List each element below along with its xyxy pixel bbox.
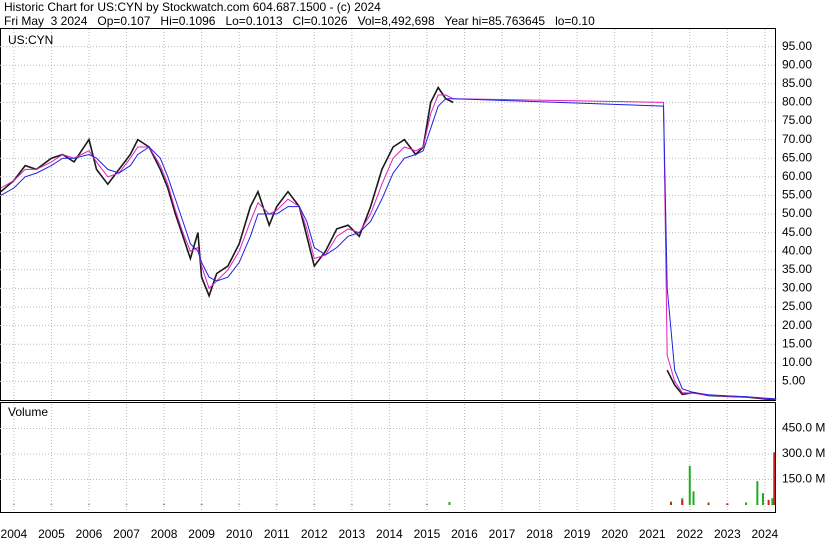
y-tick-label: 75.00 [782, 113, 812, 127]
x-tick-label: 2013 [338, 527, 365, 541]
price-line [0, 98, 777, 400]
volume-bar [745, 502, 748, 505]
y-tick-label: 45.00 [782, 225, 812, 239]
volume-bar [692, 491, 695, 505]
volume-bar [761, 493, 764, 505]
x-tick-label: 2016 [451, 527, 478, 541]
y-tick-label: 55.00 [782, 188, 812, 202]
x-tick-label: 2014 [376, 527, 403, 541]
y-tick-label: 5.00 [782, 374, 806, 388]
x-tick-label: 2023 [714, 527, 741, 541]
volume-bar [448, 501, 451, 505]
x-tick-label: 2017 [489, 527, 516, 541]
volume-bar [767, 499, 770, 505]
x-tick-label: 2015 [414, 527, 441, 541]
y-tick-label: 30.00 [782, 281, 812, 295]
x-tick-label: 2012 [301, 527, 328, 541]
volume-bar [688, 465, 691, 505]
price-panel-title: US:CYN [8, 33, 53, 47]
header-title: Historic Chart for US:CYN by Stockwatch.… [4, 0, 381, 14]
x-tick-label: 2011 [264, 527, 290, 541]
y-tick-label: 450.0 M [782, 421, 825, 435]
volume-bar [200, 504, 203, 505]
x-tick-label: 2024 [752, 527, 779, 541]
y-tick-label: 60.00 [782, 169, 812, 183]
volume-bar [425, 504, 428, 505]
y-tick-label: 300.0 M [782, 446, 825, 460]
header-quote: Fri May 3 2024 Op=0.107 Hi=0.1096 Lo=0.1… [4, 14, 595, 28]
x-tick-label: 2007 [113, 527, 140, 541]
y-tick-label: 80.00 [782, 95, 812, 109]
price-line [0, 94, 777, 400]
x-tick-label: 2022 [676, 527, 703, 541]
x-tick-label: 2008 [151, 527, 178, 541]
y-tick-label: 20.00 [782, 318, 812, 332]
x-tick-label: 2019 [564, 527, 591, 541]
volume-panel-title: Volume [8, 405, 48, 419]
y-tick-label: 85.00 [782, 76, 812, 90]
y-tick-label: 90.00 [782, 57, 812, 71]
x-tick-label: 2021 [639, 527, 666, 541]
volume-bar [681, 499, 684, 505]
x-tick-label: 2010 [226, 527, 253, 541]
x-tick-label: 2020 [601, 527, 628, 541]
y-tick-label: 150.0 M [782, 472, 825, 486]
y-tick-label: 35.00 [782, 262, 812, 276]
y-tick-label: 65.00 [782, 150, 812, 164]
volume-bar [726, 503, 729, 505]
volume-bar [771, 498, 774, 505]
x-tick-label: 2006 [76, 527, 103, 541]
y-tick-label: 25.00 [782, 299, 812, 313]
x-tick-label: 2004 [1, 527, 28, 541]
x-tick-label: 2009 [188, 527, 215, 541]
y-tick-label: 40.00 [782, 243, 812, 257]
y-tick-label: 95.00 [782, 39, 812, 53]
volume-panel [0, 402, 776, 513]
y-tick-label: 50.00 [782, 206, 812, 220]
y-tick-label: 15.00 [782, 336, 812, 350]
volume-bar [707, 503, 710, 505]
x-tick-label: 2018 [526, 527, 553, 541]
y-tick-label: 70.00 [782, 132, 812, 146]
volume-bar [773, 452, 776, 505]
volume-bar [669, 502, 672, 505]
x-tick-label: 2005 [38, 527, 65, 541]
volume-bar [756, 481, 759, 505]
y-tick-label: 10.00 [782, 355, 812, 369]
volume-bar [163, 504, 166, 505]
